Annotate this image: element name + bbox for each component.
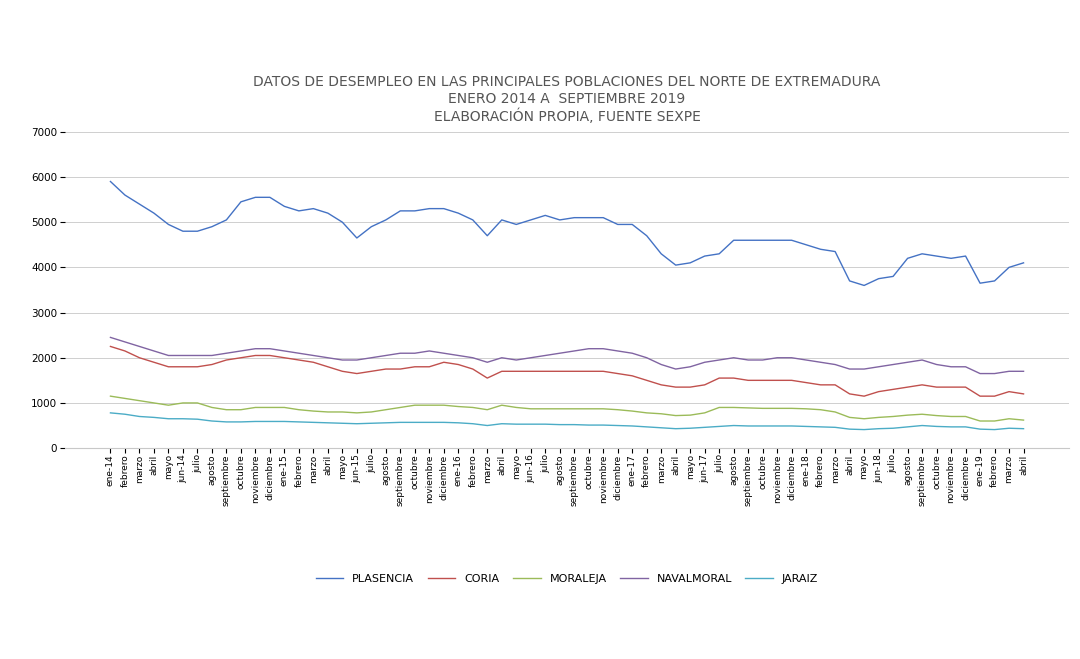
MORALEJA (698, 409, 711, 417)
PLASENCIA (611, 221, 624, 229)
MORALEJA (684, 411, 697, 419)
PLASENCIA (698, 252, 711, 260)
NAVALMORAL (1017, 367, 1030, 375)
PLASENCIA (1017, 259, 1030, 267)
MORALEJA (611, 406, 624, 414)
PLASENCIA (684, 259, 697, 267)
NAVALMORAL (611, 347, 624, 355)
CORIA (611, 370, 624, 378)
NAVALMORAL (220, 349, 233, 357)
CORIA (553, 367, 566, 375)
Line: CORIA: CORIA (110, 347, 1024, 396)
NAVALMORAL (973, 370, 986, 378)
JARAIZ (698, 423, 711, 431)
CORIA (858, 392, 870, 400)
MORALEJA (553, 405, 566, 413)
PLASENCIA (481, 232, 494, 240)
PLASENCIA (104, 177, 117, 185)
CORIA (698, 381, 711, 389)
PLASENCIA (553, 216, 566, 224)
JARAIZ (481, 422, 494, 430)
CORIA (220, 356, 233, 364)
NAVALMORAL (104, 333, 117, 341)
NAVALMORAL (684, 363, 697, 371)
JARAIZ (684, 424, 697, 432)
MORALEJA (481, 406, 494, 414)
PLASENCIA (858, 281, 870, 289)
Legend: PLASENCIA, CORIA, MORALEJA, NAVALMORAL, JARAIZ: PLASENCIA, CORIA, MORALEJA, NAVALMORAL, … (315, 574, 819, 584)
Line: JARAIZ: JARAIZ (110, 413, 1024, 430)
Line: PLASENCIA: PLASENCIA (110, 181, 1024, 285)
CORIA (1017, 390, 1030, 398)
CORIA (104, 343, 117, 351)
NAVALMORAL (698, 358, 711, 366)
JARAIZ (104, 409, 117, 417)
JARAIZ (1017, 425, 1030, 433)
MORALEJA (973, 417, 986, 425)
NAVALMORAL (553, 349, 566, 357)
JARAIZ (611, 422, 624, 430)
JARAIZ (858, 426, 870, 434)
PLASENCIA (220, 216, 233, 224)
JARAIZ (220, 418, 233, 426)
MORALEJA (104, 392, 117, 400)
MORALEJA (1017, 416, 1030, 424)
CORIA (684, 383, 697, 391)
NAVALMORAL (481, 358, 494, 366)
MORALEJA (220, 406, 233, 414)
Line: MORALEJA: MORALEJA (110, 396, 1024, 421)
JARAIZ (553, 420, 566, 428)
Title: DATOS DE DESEMPLEO EN LAS PRINCIPALES POBLACIONES DEL NORTE DE EXTREMADURA
ENERO: DATOS DE DESEMPLEO EN LAS PRINCIPALES PO… (254, 76, 880, 124)
Line: NAVALMORAL: NAVALMORAL (110, 337, 1024, 374)
CORIA (481, 374, 494, 382)
